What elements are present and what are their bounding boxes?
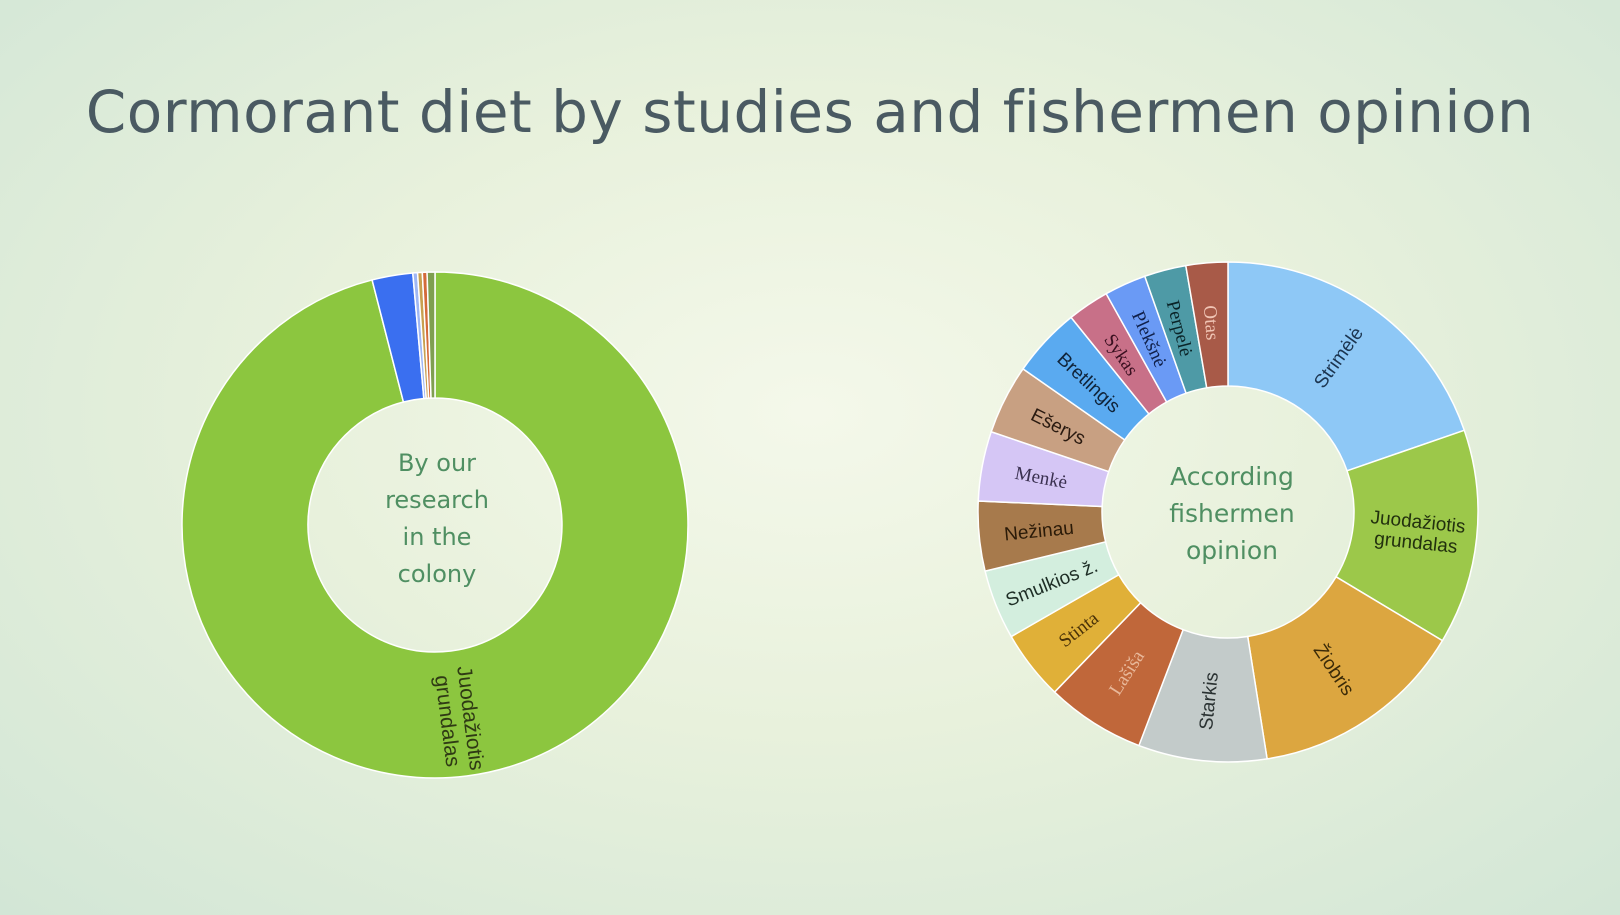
donut-slice-otas [1184,261,1229,389]
slice-label-line: Otas [1199,305,1223,341]
fishermen-center-line: fishermen [1169,499,1295,528]
donut-slice-strimėlė [1227,261,1466,472]
donut-slice-žiobris [1246,575,1444,760]
fishermen-donut-chart: StrimėlėJuodažiotisgrundalasŽiobrisStark… [977,261,1479,763]
donut-slice-juodažiotis-grundalas [1335,429,1479,642]
slice-label: Otas [1199,305,1223,341]
fishermen-center-line: According [1170,462,1294,491]
research-center-line: colony [397,560,477,588]
slice-label: Juodažiotisgrundalas [429,665,488,775]
research-center-line: in the [402,523,472,551]
research-center-label: By our research in the colony [332,445,542,593]
donut-slice-juodažiotis-grundalas [181,271,689,779]
research-center-line: research [385,486,489,514]
fishermen-center-label: According fishermen opinion [1127,458,1337,569]
fishermen-center-line: opinion [1185,536,1279,565]
donut-slice [426,271,436,399]
slide-title: Cormorant diet by studies and fishermen … [85,78,1535,146]
research-center-line: By our [397,449,477,477]
research-donut-chart: Juodažiotisgrundalas [181,271,689,779]
